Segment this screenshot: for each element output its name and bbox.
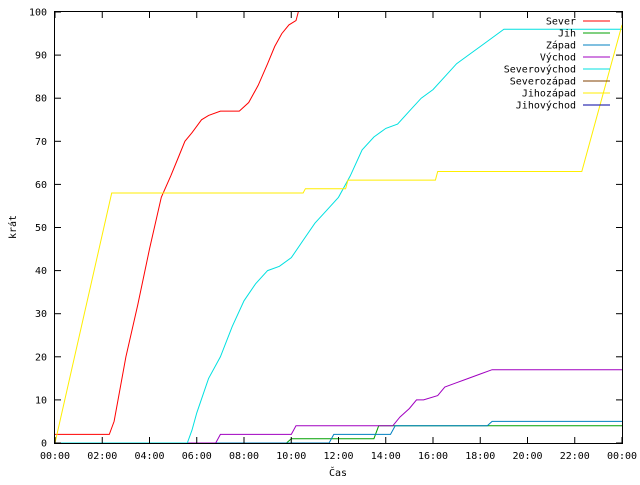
- series-line-2: [55, 420, 622, 444]
- x-tick-label: 06:00: [182, 451, 212, 462]
- legend-label-2: Západ: [546, 40, 576, 52]
- x-tick-label: 12:00: [323, 451, 353, 462]
- x-axis-label: Čas: [329, 466, 347, 479]
- x-tick-label: 08:00: [229, 451, 259, 462]
- x-tick-label: 10:00: [276, 451, 306, 462]
- x-tick-label: 02:00: [87, 451, 117, 462]
- ticks-layer: 0 10 20 30 40 50 60 70 80 90 100 00:00 02:00 04:00 06:…: [29, 8, 637, 463]
- x-tick-label: 20:00: [512, 451, 542, 462]
- x-tick-label: 00:00: [607, 451, 637, 462]
- legend-label-7: Jihovýchod: [516, 100, 576, 112]
- legend-label-6: Jihozápad: [522, 88, 576, 100]
- series-line-3: [55, 369, 622, 444]
- legend: SeverJihZápadVýchodSeverovýchodSeverozáp…: [504, 17, 610, 112]
- series-line-0: [55, 11, 299, 435]
- legend-label-4: Severovýchod: [504, 64, 576, 76]
- y-tick-label: 100: [29, 8, 47, 19]
- y-tick-label: 70: [35, 137, 47, 148]
- y-tick-label: 10: [35, 395, 47, 406]
- legend-label-5: Severozápad: [510, 76, 576, 88]
- x-tick-label: 04:00: [134, 451, 164, 462]
- x-tick-label: 22:00: [560, 451, 590, 462]
- x-tick-label: 14:00: [371, 451, 401, 462]
- y-tick-label: 50: [35, 223, 47, 234]
- series-line-6: [54, 24, 623, 444]
- y-tick-label: 0: [41, 439, 47, 450]
- y-tick-label: 90: [35, 51, 47, 62]
- y-tick-label: 60: [35, 180, 47, 191]
- legend-label-1: Jih: [558, 29, 576, 40]
- y-axis-label: krát: [7, 215, 19, 239]
- legend-label-0: Sever: [546, 17, 576, 28]
- x-tick-label: 16:00: [418, 451, 448, 462]
- y-tick-label: 80: [35, 94, 47, 105]
- x-tick-label: 00:00: [40, 451, 70, 462]
- plot-frame: [54, 11, 623, 444]
- series-line-4: [55, 28, 622, 444]
- legend-label-3: Východ: [540, 52, 576, 64]
- y-tick-label: 20: [35, 352, 47, 363]
- y-tick-label: 40: [35, 266, 47, 277]
- y-tick-label: 30: [35, 309, 47, 320]
- x-tick-label: 18:00: [465, 451, 495, 462]
